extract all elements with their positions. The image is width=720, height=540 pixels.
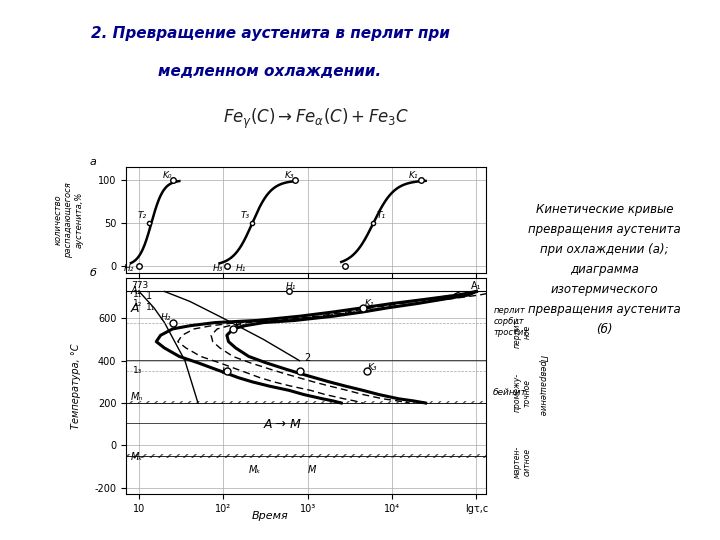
Text: перлит-
ное: перлит- ное <box>513 316 531 348</box>
Text: A₁: A₁ <box>470 281 481 291</box>
Text: K₃: K₃ <box>368 363 377 372</box>
Text: 1₃: 1₃ <box>133 367 143 375</box>
Text: H₃: H₃ <box>212 264 222 273</box>
Text: 1: 1 <box>145 291 152 301</box>
Text: H₁: H₁ <box>235 264 246 273</box>
Text: медленном охлаждении.: медленном охлаждении. <box>158 64 382 79</box>
Text: бейнит: бейнит <box>493 388 527 397</box>
Text: Время: Время <box>251 511 289 521</box>
Text: Mₖ: Mₖ <box>131 452 143 462</box>
Text: 2. Превращение аустенита в перлит при: 2. Превращение аустенита в перлит при <box>91 26 449 41</box>
Text: T₁: T₁ <box>377 211 385 220</box>
Text: 1₁: 1₁ <box>145 303 155 312</box>
Text: H₁: H₁ <box>286 282 296 291</box>
Text: Mₙ: Mₙ <box>131 392 143 402</box>
Text: A₁: A₁ <box>131 286 141 296</box>
Text: количество
распадающегося
аустенита,%: количество распадающегося аустенита,% <box>53 182 84 258</box>
Text: А → М: А → М <box>264 418 301 431</box>
Text: А: А <box>131 302 140 315</box>
Text: $Fe_{\gamma}(C) \rightarrow Fe_{\alpha}(C) + Fe_3C$: $Fe_{\gamma}(C) \rightarrow Fe_{\alpha}(… <box>223 107 409 131</box>
Text: промежу-
точное: промежу- точное <box>513 373 531 412</box>
Text: Температура, °С: Температура, °С <box>71 343 81 429</box>
Text: Превращение: Превращение <box>537 355 546 417</box>
Text: а: а <box>90 157 97 167</box>
Text: мартен-
ситное: мартен- ситное <box>513 446 531 478</box>
Text: T₃: T₃ <box>240 211 250 220</box>
Text: М: М <box>307 465 316 475</box>
Text: H₂: H₂ <box>161 313 171 322</box>
Text: Кинетические кривые
превращения аустенита
при охлаждении (а);
диаграмма
изотерми: Кинетические кривые превращения аустенит… <box>528 204 681 336</box>
Text: H₂: H₂ <box>123 264 134 273</box>
Text: H₃: H₃ <box>222 367 232 376</box>
Text: 2: 2 <box>304 353 310 363</box>
Text: K₁: K₁ <box>364 299 374 308</box>
Text: K₃: K₃ <box>284 171 294 180</box>
Text: перлит
сорбит
тростит: перлит сорбит тростит <box>493 306 528 337</box>
Text: б: б <box>90 268 97 278</box>
Text: H₂: H₂ <box>235 321 245 330</box>
Text: T₂: T₂ <box>138 211 146 220</box>
Text: 1₁: 1₁ <box>133 290 143 299</box>
Text: 1₂: 1₂ <box>133 299 143 308</box>
Text: 773: 773 <box>131 281 148 289</box>
Text: Mₖ: Mₖ <box>249 465 261 475</box>
Text: K₁: K₁ <box>409 171 418 180</box>
Text: K₀: K₀ <box>163 171 173 180</box>
